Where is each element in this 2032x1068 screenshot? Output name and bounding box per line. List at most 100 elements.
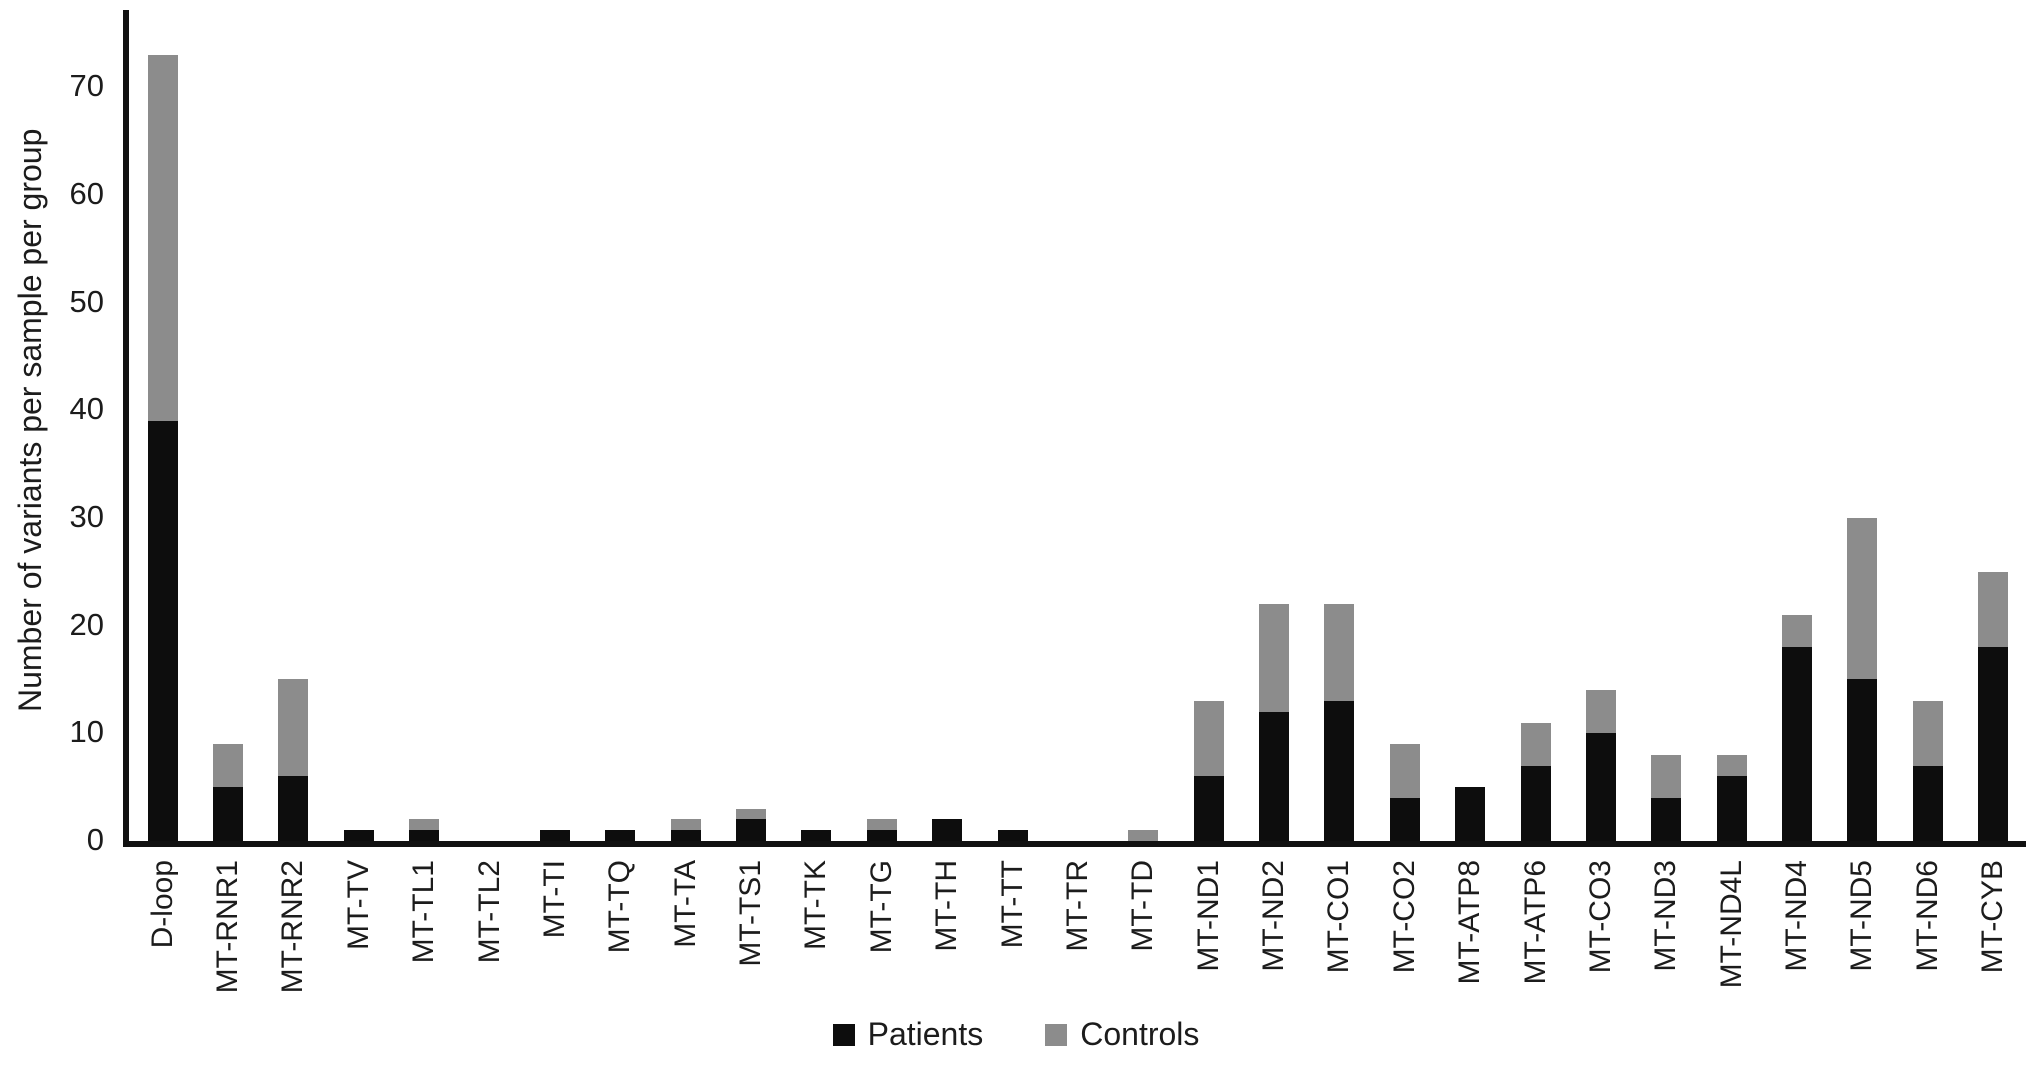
controls-segment [1128, 830, 1159, 841]
legend-item-patients: Patients [832, 1016, 983, 1053]
bar-column [1438, 0, 1503, 841]
controls-segment [1585, 690, 1616, 734]
x-axis-label: MT-TR [1060, 860, 1094, 952]
x-axis-label: MT-TL1 [407, 860, 441, 964]
x-axis-label: MT-ND3 [1649, 860, 1683, 972]
controls-segment [736, 808, 767, 820]
controls-segment [278, 679, 309, 777]
patients-segment [932, 819, 963, 841]
bar-column [718, 0, 783, 841]
bar-column [1764, 0, 1829, 841]
x-axis-label: MT-ATP8 [1453, 860, 1487, 985]
y-tick-label: 50 [69, 283, 104, 319]
patients-segment [1585, 733, 1616, 841]
bar-column [1241, 0, 1306, 841]
controls-segment [1912, 701, 1943, 766]
y-tick-label: 10 [69, 714, 104, 750]
x-axis-label: MT-CO2 [1387, 860, 1421, 974]
y-tick-label: 20 [69, 606, 104, 642]
patients-segment [1520, 765, 1551, 841]
legend-item-controls: Controls [1045, 1016, 1199, 1053]
patients-segment [1716, 776, 1747, 841]
patients-segment [409, 830, 440, 841]
x-axis-label: MT-RNR2 [276, 860, 310, 994]
x-axis-label: MT-CO1 [1322, 860, 1356, 974]
y-axis-line [123, 10, 129, 847]
x-axis-label: MT-CO3 [1583, 860, 1617, 974]
controls-segment [1324, 604, 1355, 701]
controls-segment [1978, 571, 2009, 648]
controls-swatch [1045, 1023, 1068, 1046]
bar-column [457, 0, 522, 841]
y-tick-label: 70 [69, 68, 104, 104]
bar-column [1634, 0, 1699, 841]
bar-stack [278, 679, 309, 841]
y-tick-label: 40 [69, 391, 104, 427]
x-axis-label: MT-ND1 [1191, 860, 1225, 972]
bar-stack [343, 830, 374, 841]
bar-stack [1193, 701, 1224, 841]
x-axis-label: MT-TV [341, 860, 375, 950]
patients-segment [1193, 776, 1224, 841]
bar-column [980, 0, 1045, 841]
patients-segment [1455, 787, 1486, 841]
patients-segment [997, 830, 1028, 841]
bar-stack [670, 819, 701, 841]
bar-stack [409, 819, 440, 841]
bar-stack [997, 830, 1028, 841]
x-axis-label: MT-TG [864, 860, 898, 954]
x-axis-label: MT-TT [995, 860, 1029, 949]
patients-segment [1912, 765, 1943, 841]
bar-column [849, 0, 914, 841]
bar-column [588, 0, 653, 841]
y-tick-label: 30 [69, 498, 104, 534]
patients-segment [1782, 647, 1813, 841]
controls-segment [213, 744, 244, 788]
x-axis-label: D-loop [145, 860, 179, 949]
controls-segment [1782, 614, 1813, 648]
x-axis-label: MT-ATP6 [1518, 860, 1552, 985]
bar-stack [1455, 787, 1486, 841]
controls-segment [409, 819, 440, 831]
x-axis-label: MT-RNR1 [211, 860, 245, 994]
patients-segment [736, 819, 767, 841]
patients-segment [1389, 797, 1420, 841]
patients-segment [1847, 679, 1878, 841]
controls-segment [1716, 754, 1747, 777]
controls-segment [1193, 701, 1224, 777]
patients-segment [801, 830, 832, 841]
y-tick-label: 0 [86, 822, 104, 857]
bar-column [392, 0, 457, 841]
bar-stack [605, 830, 636, 841]
controls-segment [1651, 754, 1682, 798]
bar-column [1307, 0, 1372, 841]
x-axis-label: MT-ND6 [1910, 860, 1944, 972]
bar-stack [213, 744, 244, 841]
patients-segment [1324, 701, 1355, 841]
x-axis-label: MT-CYB [1976, 860, 2010, 974]
bar-column [1503, 0, 1568, 841]
controls-segment [670, 819, 701, 831]
bar-stack [1978, 571, 2009, 841]
bar-stack [1651, 754, 1682, 841]
bar-stack [147, 54, 178, 841]
patients-segment [278, 776, 309, 841]
bar-column [1111, 0, 1176, 841]
bar-stack [736, 808, 767, 841]
controls-segment [1259, 604, 1290, 712]
bar-stack [1585, 690, 1616, 841]
bar-stack [1128, 830, 1159, 841]
patients-segment [1259, 711, 1290, 841]
bar-stack [539, 830, 570, 841]
patients-segment [343, 830, 374, 841]
x-axis-label: MT-TK [799, 860, 833, 950]
legend: Patients Controls [0, 1016, 2032, 1053]
bar-stack [1912, 701, 1943, 841]
x-axis-label: MT-ND4L [1714, 860, 1748, 989]
x-axis-label: MT-TD [1126, 860, 1160, 952]
controls-segment [147, 54, 178, 421]
patients-segment [866, 830, 897, 841]
controls-segment [1847, 517, 1878, 680]
bar-column [326, 0, 391, 841]
